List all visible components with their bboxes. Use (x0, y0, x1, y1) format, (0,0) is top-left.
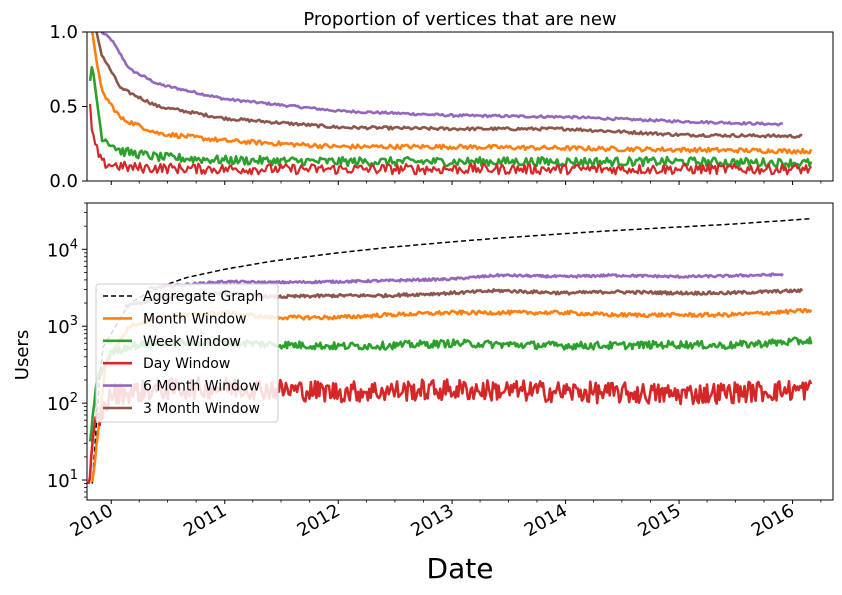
top-series-line-m3 (95, 32, 803, 139)
top-y-tick-label: 0.0 (49, 171, 78, 192)
bottom-x-tick-label: 2016 (748, 500, 798, 541)
top-y-tick-label: 1.0 (49, 22, 78, 43)
bottom-plot-frame (86, 202, 834, 501)
legend-label-m6: 6 Month Window (143, 379, 260, 395)
bottom-x-tick-label: 2011 (180, 500, 230, 541)
bottom-x-tick-label: 2015 (634, 500, 684, 541)
y-axis-label: Users (12, 330, 33, 380)
legend-label-m3: 3 Month Window (143, 401, 260, 417)
top-panel: Proportion of vertices that are new 0.00… (49, 9, 834, 192)
x-axis-label: Date (427, 552, 494, 585)
legend-box (95, 283, 279, 423)
bottom-y-tick-label: 104 (47, 237, 78, 261)
bottom-y-tick-label: 103 (47, 314, 78, 338)
bottom-x-tick-label: 2010 (67, 500, 117, 541)
bottom-x-tick-label: 2012 (294, 500, 344, 541)
legend: Aggregate Graph Month Window Week Window Da… (95, 283, 279, 423)
bottom-y-tick-label: 102 (47, 391, 78, 415)
top-axes: 0.0 0.5 1.0 (49, 22, 794, 192)
legend-label-month: Month Window (143, 311, 247, 327)
bottom-x-tick-label: 2014 (521, 500, 571, 541)
bottom-series-line-agg (91, 217, 812, 484)
top-series-line-month (91, 32, 813, 155)
top-series-group (88, 32, 813, 176)
top-series-line-day (89, 104, 813, 176)
bottom-x-tick-label: 2013 (407, 500, 457, 541)
bottom-panel: 101 102 103 104 2010 2011 2012 2013 2014 2015 2016… (12, 181, 834, 585)
bottom-series-line-m6 (148, 272, 784, 290)
bottom-y-tick-label: 101 (47, 468, 78, 492)
top-series-line-m6 (100, 32, 784, 127)
legend-label-day: Day Window (143, 356, 230, 372)
top-y-tick-label: 0.5 (49, 97, 78, 118)
legend-label-week: Week Window (143, 334, 241, 350)
top-chart-title: Proportion of vertices that are new (303, 9, 616, 30)
legend-label-agg: Aggregate Graph (143, 289, 263, 305)
top-series-line-week (88, 66, 813, 169)
